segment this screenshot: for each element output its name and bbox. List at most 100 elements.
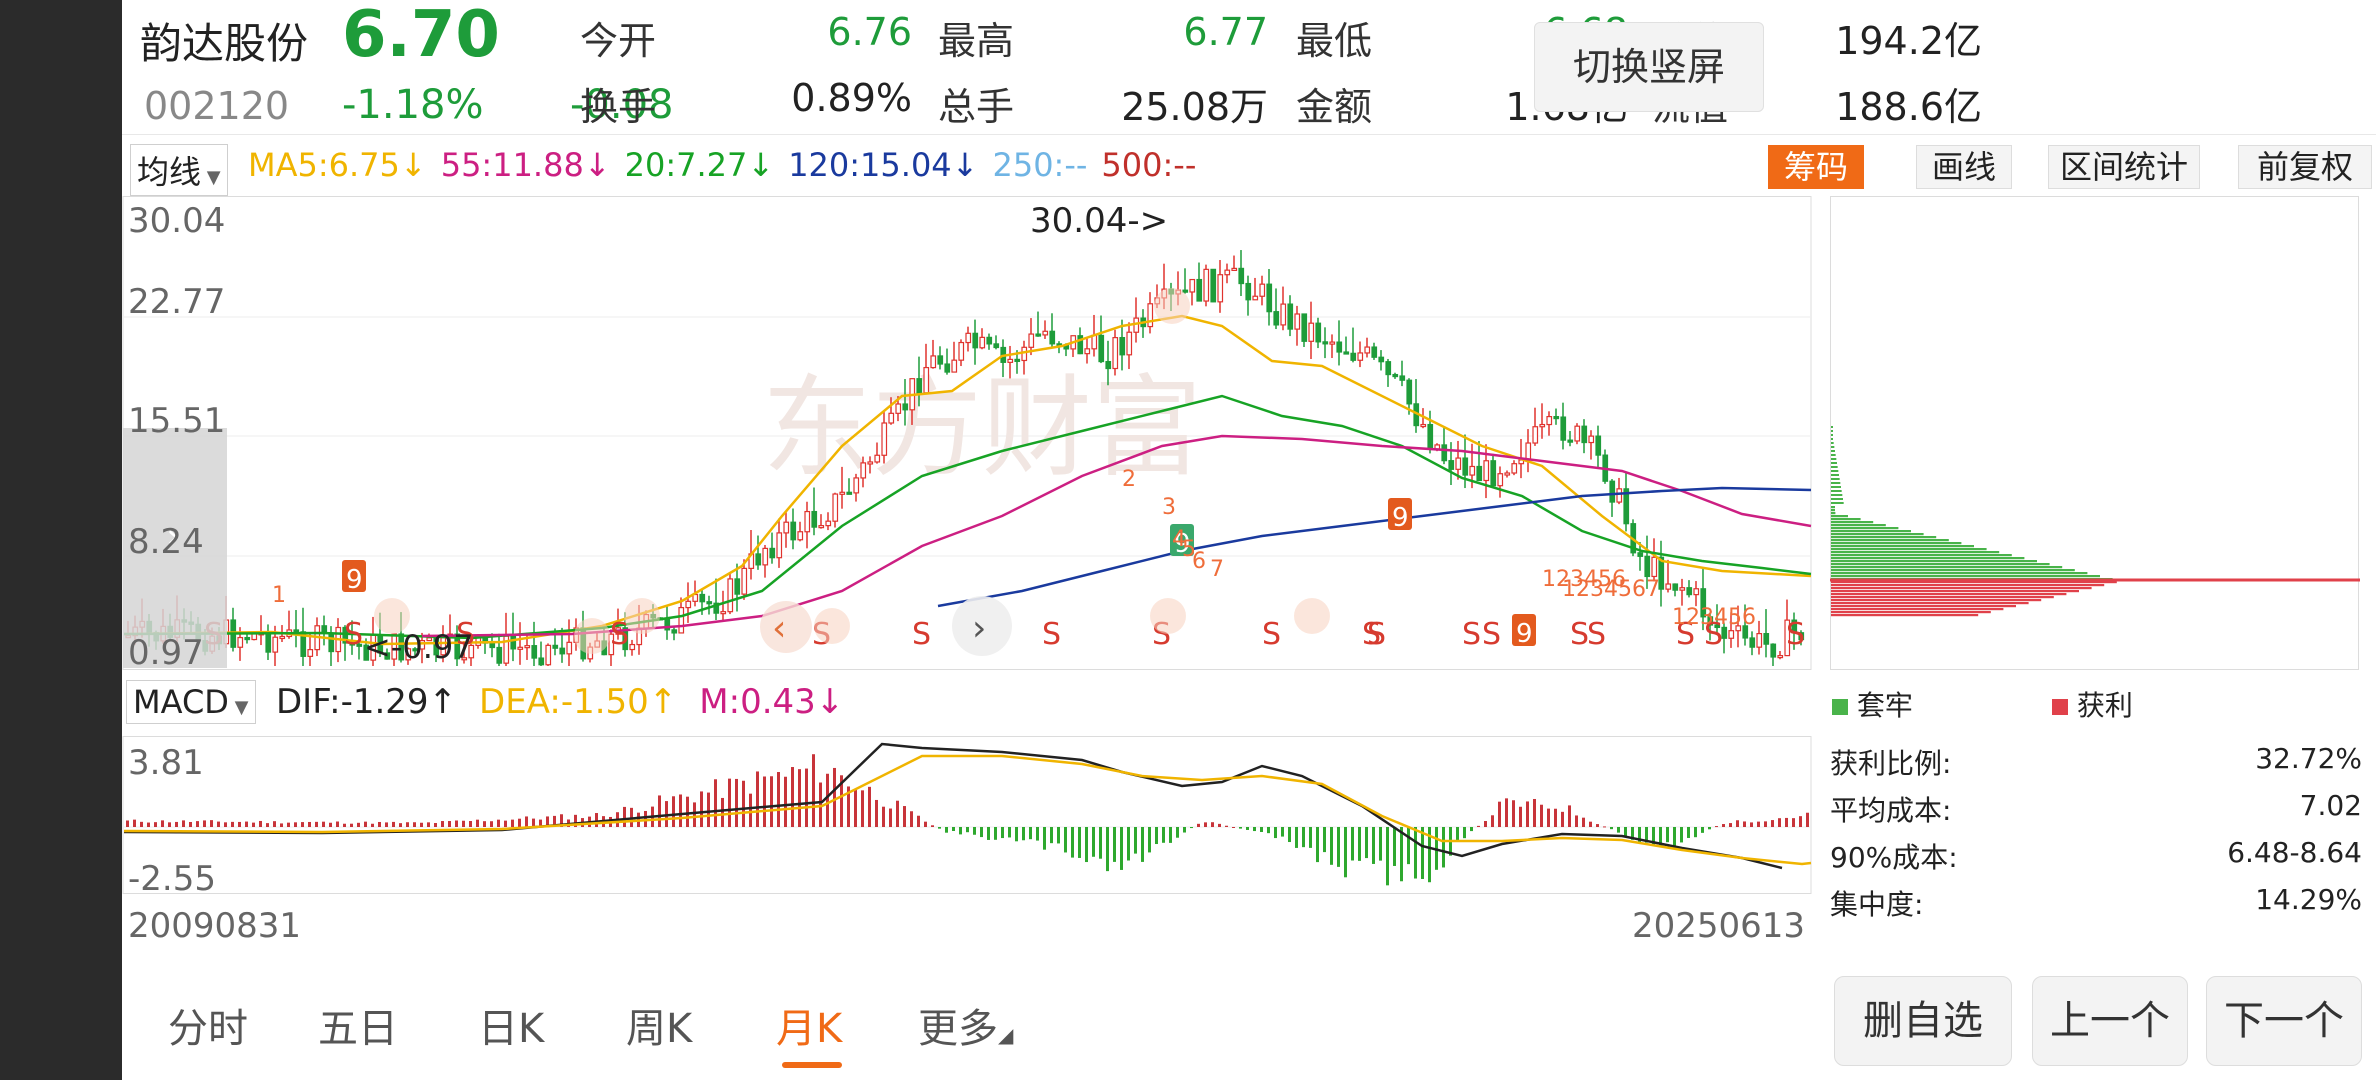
scroll-handle[interactable] (123, 428, 227, 668)
chip-bar (1831, 498, 1843, 500)
macd-bar (189, 821, 192, 827)
switch-orientation-button[interactable]: 切换竖屏 (1534, 22, 1764, 112)
candle-body (1693, 588, 1700, 596)
macd-bar (1141, 827, 1144, 862)
chevron-right-icon[interactable]: › (972, 608, 986, 649)
candle-body (1700, 588, 1707, 618)
macd-bar (196, 821, 199, 827)
macd-bar (1477, 825, 1480, 827)
s-signal-mark: S (1462, 617, 1481, 652)
macd-bar (1526, 801, 1529, 827)
macd-bar (1169, 827, 1172, 843)
tab-daily-k[interactable]: 日K (478, 1006, 545, 1052)
macd-bar (623, 806, 626, 827)
macd-bar (1757, 821, 1760, 827)
macd-bar (980, 827, 983, 838)
tab-more[interactable]: 更多◢ (918, 996, 1013, 1054)
candle-body (454, 633, 461, 660)
candle-body (244, 636, 251, 641)
macd-bar (910, 811, 913, 827)
candle-body (1126, 331, 1133, 356)
candle-body (1679, 587, 1686, 591)
macd-bar (273, 821, 276, 827)
s-signal-mark: S (1362, 617, 1381, 652)
macd-bar (518, 818, 521, 827)
count-mark: 3 (1162, 495, 1176, 520)
candle-body (1217, 274, 1224, 303)
macd-bar (1638, 827, 1641, 843)
chip-bar (1831, 438, 1833, 440)
macd-bar (182, 820, 185, 827)
candle-body (1350, 352, 1357, 361)
macd-bar (154, 822, 157, 827)
macd-bar (875, 799, 878, 827)
chip-bar (1831, 587, 2092, 590)
ma-type-select[interactable]: 均线 ▼ (130, 144, 228, 196)
forward-adjust-button[interactable]: 前复权 (2238, 145, 2372, 189)
expand-arrow-icon[interactable]: › (166, 516, 180, 557)
candle-body (496, 646, 503, 664)
remove-watchlist-button[interactable]: 删自选 (1834, 976, 2012, 1066)
stock-name: 韵达股份 (140, 19, 309, 68)
y-axis-label: 8.24 (128, 522, 204, 562)
chip-bar (1831, 478, 1840, 480)
macd-bar (1239, 827, 1242, 829)
ma-value: 120:15.04↓ (788, 146, 979, 184)
macd-bar (707, 792, 710, 827)
macd-bar (805, 768, 808, 827)
macd-bar (973, 827, 976, 835)
kline-chart[interactable]: 东方财富 SSSSSSSSSSSSSSSSSS99991234567123456… (122, 196, 1812, 671)
candle-body (1644, 555, 1651, 578)
count-mark: 4 (1172, 527, 1186, 552)
candle-body (972, 332, 979, 349)
candle-body (1273, 311, 1280, 326)
candle-body (895, 403, 902, 414)
macd-bar (1295, 827, 1298, 848)
tab-five-day[interactable]: 五日 (318, 1006, 398, 1052)
macd-bar (1414, 827, 1417, 879)
candle-body (965, 332, 972, 344)
candle-body (804, 510, 811, 533)
tab-monthly-k[interactable]: 月K (776, 1006, 843, 1052)
candle-body (846, 491, 853, 495)
draw-line-button[interactable]: 画线 (1916, 145, 2012, 189)
candle-body (1707, 616, 1714, 626)
macd-chart[interactable]: 3.81 -2.55 (122, 736, 1812, 894)
macd-bar (1323, 827, 1326, 853)
ma-value: 500:-- (1101, 146, 1197, 184)
macd-bar (511, 819, 514, 827)
nav-circle[interactable] (952, 596, 1012, 656)
candle-body (1469, 465, 1476, 476)
candle-body (489, 642, 496, 649)
candle-body (510, 635, 517, 650)
macd-bar (168, 822, 171, 827)
macd-bar (1225, 825, 1228, 827)
tab-weekly-k[interactable]: 周K (626, 1006, 693, 1052)
chips-button[interactable]: 筹码 (1768, 145, 1864, 189)
macd-bar (1036, 827, 1039, 841)
candle-body (356, 643, 363, 647)
macd-bar (1008, 827, 1011, 838)
macd-type-select[interactable]: MACD ▼ (126, 680, 256, 724)
next-stock-button[interactable]: 下一个 (2206, 976, 2362, 1066)
candle-body (1504, 472, 1511, 476)
macd-bar (749, 793, 752, 827)
candle-body (1371, 346, 1378, 358)
interval-stats-button[interactable]: 区间统计 (2048, 145, 2200, 189)
macd-lines (123, 742, 1812, 870)
highlight-dot (624, 598, 660, 634)
macd-bar (1799, 816, 1802, 827)
nav-circle[interactable] (760, 601, 812, 653)
candle-body (762, 547, 769, 566)
previous-stock-button[interactable]: 上一个 (2032, 976, 2188, 1066)
macd-bar (742, 780, 745, 827)
chevron-left-icon[interactable]: ‹ (772, 608, 786, 649)
candle-body (1497, 473, 1504, 487)
macd-bar (336, 821, 339, 827)
stock-code: 002120 (144, 84, 290, 128)
tab-intraday[interactable]: 分时 (168, 1006, 248, 1052)
macd-bar (1057, 827, 1060, 844)
quote-label: 金额 (1296, 85, 1373, 129)
candle-body (958, 341, 965, 361)
candle-body (1490, 460, 1497, 487)
